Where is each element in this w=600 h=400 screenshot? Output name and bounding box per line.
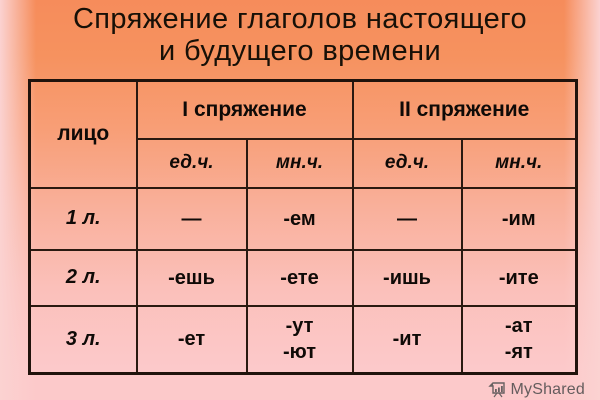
table-row-person3: 3 л. -ет -ут -ют -ит -ат -ят: [28, 304, 578, 375]
table-header-row-2: ед.ч. мн.ч. ед.ч. мн.ч.: [30, 137, 578, 189]
myshared-watermark[interactable]: MyShared: [488, 381, 585, 399]
ending-cell: —: [135, 186, 248, 251]
slide-title-line1: Спряжение глаголов настоящего: [72, 3, 528, 35]
person-label: 3 л.: [28, 304, 138, 375]
watermark-label: MyShared: [510, 381, 585, 398]
ending-cell: -ет: [135, 304, 248, 375]
slide-title-line2: и будущего времени: [158, 35, 442, 67]
conj2-plural-header-cell: мн.ч.: [460, 137, 578, 189]
ending-cell: —: [351, 186, 463, 251]
flipchart-chart-icon: [488, 382, 506, 398]
conjugation2-header-cell: II спряжение: [351, 79, 578, 140]
conj1-singular-header-cell: ед.ч.: [135, 137, 248, 189]
ending-cell: -ите: [460, 248, 578, 307]
ending-cell: -ит: [351, 304, 463, 375]
conjugation-table: лицо I спряжение II спряжение ед.ч. мн.ч…: [28, 79, 578, 375]
ending-cell: -ишь: [351, 248, 463, 307]
ending-cell: -ат -ят: [460, 304, 578, 375]
ending-cell: -ешь: [135, 248, 248, 307]
ending-cell: -им: [460, 186, 578, 251]
table-header-row-1: лицо I спряжение II спряжение: [28, 79, 578, 189]
person-header-cell: лицо: [28, 79, 138, 189]
ending-cell: -ете: [245, 248, 354, 307]
ending-cell: -ем: [245, 186, 354, 251]
conj2-singular-header-cell: ед.ч.: [351, 137, 463, 189]
slide-title: Спряжение глаголов настоящего и будущего…: [0, 3, 600, 67]
person-label: 2 л.: [28, 248, 138, 307]
conj1-plural-header-cell: мн.ч.: [245, 137, 354, 189]
conjugation1-header-cell: I спряжение: [135, 79, 354, 140]
table-row-person1: 1 л. — -ем — -им: [28, 186, 578, 251]
ending-cell: -ут -ют: [245, 304, 354, 375]
table-row-person2: 2 л. -ешь -ете -ишь -ите: [28, 248, 578, 307]
person-label: 1 л.: [28, 186, 138, 251]
